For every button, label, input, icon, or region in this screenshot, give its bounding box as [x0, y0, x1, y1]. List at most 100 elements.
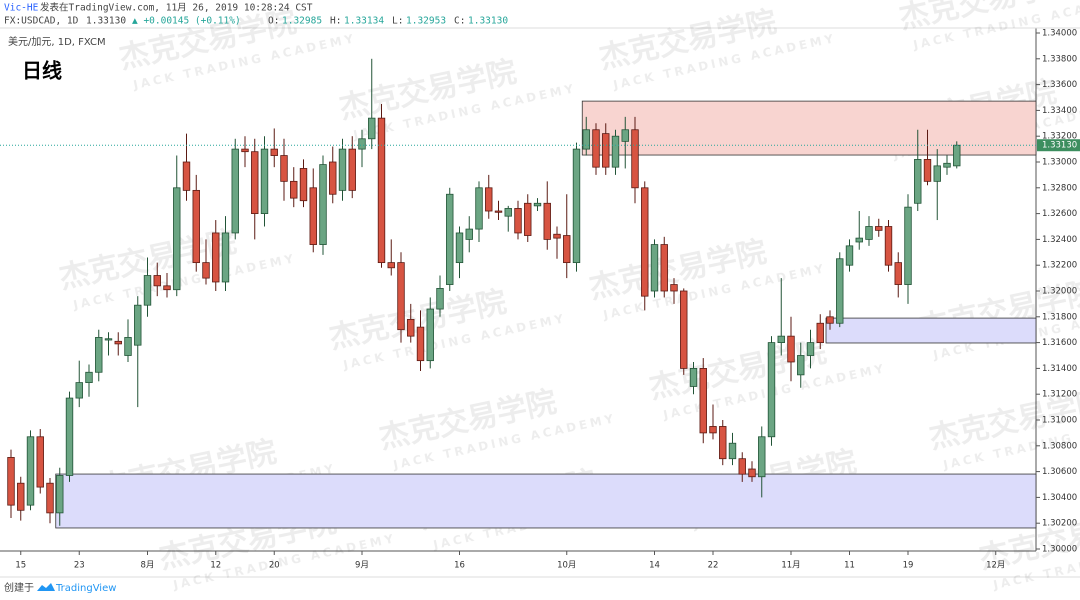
candle-body: [338, 148, 347, 191]
candle-body: [46, 482, 54, 514]
footer-created: 创建于: [4, 581, 34, 594]
candle-body: [670, 284, 678, 292]
candle-body: [650, 244, 659, 292]
candle-body: [270, 148, 278, 156]
x-tick-label: 15: [15, 561, 26, 571]
candle-body: [241, 148, 249, 153]
candle-body: [182, 161, 191, 191]
candle-body: [953, 144, 961, 167]
candle-body: [134, 304, 142, 346]
x-tick-label: 8月: [141, 561, 155, 571]
candle-body: [251, 151, 259, 214]
chart-title: 日线: [22, 59, 62, 83]
y-tick-label: 1.33800: [1042, 54, 1077, 64]
candle-body: [865, 226, 873, 240]
y-tick-label: 1.31000: [1042, 416, 1077, 426]
candle-body: [553, 233, 561, 239]
candle-body: [85, 371, 93, 383]
candle-body: [875, 226, 883, 231]
candle-body: [416, 326, 425, 362]
y-tick-label: 1.32800: [1042, 183, 1077, 193]
candle-body: [7, 457, 15, 506]
candle-body: [914, 159, 922, 204]
candle-body: [611, 135, 620, 168]
candle-body: [894, 262, 902, 285]
ohlc-value: 1.33130: [468, 16, 508, 27]
candle-body: [748, 468, 756, 478]
candle-body: [75, 382, 83, 399]
candle-body: [504, 208, 512, 217]
candle-body: [797, 355, 805, 376]
candle-body: [95, 337, 103, 373]
candle-body: [36, 436, 44, 488]
x-tick-label: 16: [454, 561, 465, 571]
candle-body: [309, 187, 317, 245]
y-tick-label: 1.34000: [1042, 29, 1077, 39]
candle-body: [719, 426, 727, 460]
candle-body: [221, 232, 230, 283]
candle-body: [143, 275, 152, 306]
y-tick-label: 1.32400: [1042, 235, 1077, 245]
candle-body: [192, 189, 200, 264]
candle-body: [202, 262, 210, 279]
candle-body: [806, 342, 815, 356]
x-tick-label: 10月: [557, 561, 576, 571]
x-tick-label: 11月: [781, 561, 800, 571]
candle-body: [455, 232, 464, 264]
candle-body: [446, 193, 454, 285]
candle-body: [124, 337, 132, 356]
last-price-box: [1037, 139, 1080, 152]
y-tick-label: 1.30400: [1042, 493, 1077, 503]
x-tick-label: 14: [649, 561, 660, 571]
x-tick-label: 9月: [355, 561, 369, 571]
candle-body: [212, 232, 220, 283]
candle-body: [758, 436, 766, 478]
candle-body: [65, 397, 74, 476]
candle-body: [26, 436, 35, 506]
chart-subtitle: 美元/加元, 1D, FXCM: [8, 35, 106, 48]
published: 发表在TradingView.com, 11月 26, 2019 10:28:2…: [40, 2, 313, 14]
x-tick-label: 12月: [986, 561, 1005, 571]
candle-body: [641, 187, 649, 297]
candle-body: [923, 159, 932, 182]
y-tick-label: 1.33200: [1042, 132, 1077, 142]
candle-body: [660, 244, 668, 292]
candle-body: [689, 367, 698, 387]
candle-body: [485, 187, 493, 212]
y-tick-label: 1.30800: [1042, 441, 1077, 451]
candle-body: [173, 187, 181, 291]
author: Vic-HE: [4, 3, 39, 14]
x-tick-label: 11: [844, 561, 855, 571]
x-tick-label: 20: [269, 561, 280, 571]
y-tick-label: 1.32600: [1042, 209, 1077, 219]
candle-body: [329, 161, 337, 195]
candle-body: [563, 235, 571, 264]
candle-body: [728, 442, 737, 460]
zone: [825, 317, 1037, 344]
candle-body: [543, 202, 551, 240]
ohlc: O: 1.32985 H: 1.33134 L: 1.32953 C: 1.33130: [268, 16, 508, 27]
candle-body: [17, 482, 25, 511]
ohlc-label: H:: [330, 16, 341, 27]
candle-body: [738, 458, 746, 475]
y-tick-label: 1.31200: [1042, 390, 1077, 400]
candle-body: [787, 335, 795, 363]
zone: [581, 100, 1037, 156]
candle-body: [104, 338, 113, 341]
ohlc-label: O:: [268, 16, 279, 27]
candle-body: [299, 168, 308, 202]
candle-body: [231, 148, 239, 234]
candle-body: [777, 335, 785, 343]
candle-body: [368, 117, 376, 140]
candle-body: [426, 308, 434, 362]
candle-body: [387, 262, 395, 269]
candle-body: [494, 210, 503, 213]
ohlc-value: 1.33134: [344, 16, 384, 27]
candle-body: [602, 133, 610, 168]
y-tick-label: 1.30200: [1042, 519, 1077, 529]
candles: [7, 58, 961, 526]
zone: [55, 473, 1037, 529]
candle-body: [153, 275, 161, 287]
candle-body: [319, 164, 327, 245]
